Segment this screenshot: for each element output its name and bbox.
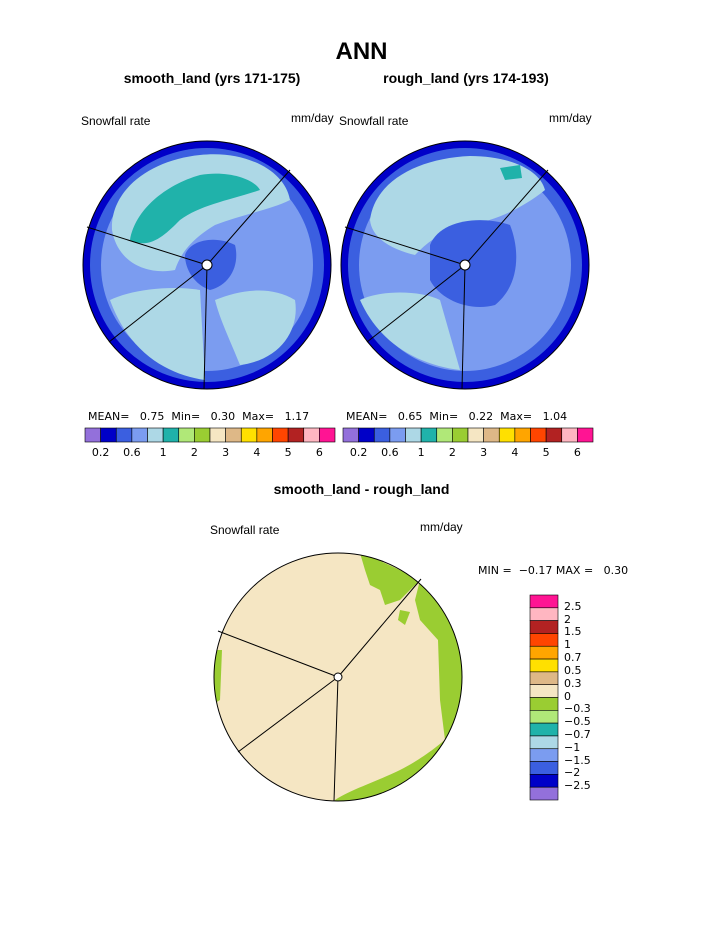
colorbar-right: [342, 427, 594, 443]
colorbar-vertical-tick-label: −2: [564, 766, 581, 780]
panel-left-title: smooth_land (yrs 171-175): [123, 70, 301, 86]
colorbar-vertical-swatch: [529, 671, 559, 685]
diff-min-label: MIN =: [478, 564, 512, 577]
diff-max-label: MAX =: [555, 564, 594, 577]
colorbar-right-tick-label: 0.6: [381, 446, 399, 459]
panel-right-variable-label: Snowfall rate: [339, 114, 409, 128]
colorbar-left-tick-label: 4: [253, 446, 261, 459]
colorbar-left-tick-label: 1: [159, 446, 167, 459]
colorbar-vertical-swatch: [529, 658, 559, 673]
panel-left-variable-label: Snowfall rate: [81, 114, 151, 128]
diff-variable-label: Snowfall rate: [210, 523, 280, 537]
max-value: 1.04: [542, 410, 568, 423]
colorbar-vertical-tick-label: 0: [564, 689, 571, 703]
colorbar-left-tick-label: 2: [190, 446, 198, 459]
colorbar-vertical-tick-label: 0.7: [564, 651, 582, 665]
colorbar-left-swatch: [319, 427, 336, 443]
colorbar-vertical-tick-label: 2.5: [564, 599, 582, 613]
min-label: Min=: [171, 410, 201, 423]
colorbar-vertical-tick-label: −1.5: [564, 753, 591, 767]
colorbar-right-labels: 0.2 0.6 1 2 3 4 5 6: [343, 446, 593, 460]
min-value: 0.22: [468, 410, 494, 423]
panel-right-stats: MEAN= 0.65 Min= 0.22 Max= 1.04: [346, 410, 567, 423]
colorbar-vertical: [529, 594, 559, 801]
colorbar-right-tick-label: 0.2: [349, 446, 368, 459]
colorbar-right-tick-label: 2: [448, 446, 456, 459]
colorbar-vertical-swatch: [529, 735, 559, 750]
colorbar-vertical-tick-label: 0.5: [564, 663, 582, 677]
colorbar-vertical-swatch: [529, 761, 559, 775]
colorbar-right-tick-label: 5: [542, 446, 550, 459]
colorbar-vertical-swatch: [529, 722, 559, 737]
colorbar-right-tick-label: 1: [417, 446, 425, 459]
colorbar-vertical-swatch: [529, 786, 559, 801]
colorbar-vertical-tick-label: −0.3: [564, 702, 591, 716]
colorbar-vertical-tick-label: 0.3: [564, 676, 582, 690]
diff-stats: MIN = −0.17 MAX = 0.30: [478, 564, 628, 577]
panel-right-title: rough_land (yrs 174-193): [383, 70, 549, 86]
panel-left-stats: MEAN= 0.75 Min= 0.30 Max= 1.17: [88, 410, 309, 423]
diff-min-value: −0.17: [518, 564, 553, 577]
colorbar-left-tick-label: 3: [222, 446, 230, 459]
page-title: ANN: [335, 38, 388, 65]
colorbar-right-swatch: [577, 427, 594, 443]
mean-value: 0.65: [397, 410, 423, 423]
min-label: Min=: [429, 410, 459, 423]
colorbar-vertical-swatch: [529, 594, 559, 609]
panel-left-units-label: mm/day: [291, 111, 334, 125]
colorbar-vertical-swatch: [529, 710, 559, 724]
colorbar-left-labels: 0.2 0.6 1 2 3 4 5 6: [85, 446, 335, 460]
colorbar-vertical-swatch: [529, 748, 559, 762]
colorbar-vertical-labels: 2.5 2 1.5 1 0.7 0.5 0.3 0 −0.3 −0.5 −0.7 −1 −1.5 −2 −2…: [564, 595, 624, 800]
colorbar-vertical-swatch: [529, 620, 559, 634]
colorbar-vertical-tick-label: 2: [564, 612, 571, 626]
diff-max-value: 0.30: [603, 564, 629, 577]
colorbar-vertical-swatch: [529, 774, 559, 788]
colorbar-vertical-tick-label: −1: [564, 740, 581, 754]
colorbar-vertical-tick-label: −2.5: [564, 779, 591, 793]
colorbar-left-tick-label: 0.6: [123, 446, 141, 459]
mean-value: 0.75: [139, 410, 165, 423]
colorbar-right-tick-label: 6: [573, 446, 581, 459]
colorbar-vertical-swatch: [529, 697, 559, 711]
max-value: 1.17: [284, 410, 310, 423]
diff-title: smooth_land - rough_land: [273, 481, 450, 497]
panel-right-units-label: mm/day: [549, 111, 592, 125]
colorbar-left-tick-label: 5: [284, 446, 292, 459]
colorbar-vertical-swatch: [529, 684, 559, 698]
diff-units-label: mm/day: [420, 520, 463, 534]
mean-label: MEAN=: [346, 410, 388, 423]
colorbar-vertical-swatch: [529, 607, 559, 621]
colorbar-left-tick-label: 6: [315, 446, 323, 459]
mean-label: MEAN=: [88, 410, 130, 423]
min-value: 0.30: [210, 410, 236, 423]
colorbar-vertical-tick-label: 1.5: [564, 625, 582, 639]
max-label: Max=: [500, 410, 533, 423]
colorbar-right-tick-label: 4: [511, 446, 519, 459]
colorbar-left: [84, 427, 336, 443]
colorbar-vertical-tick-label: −0.5: [564, 715, 591, 729]
colorbar-vertical-swatch: [529, 633, 559, 647]
colorbar-right-tick-label: 3: [480, 446, 488, 459]
colorbar-vertical-tick-label: 1: [564, 638, 571, 652]
max-label: Max=: [242, 410, 275, 423]
colorbar-left-tick-label: 0.2: [91, 446, 110, 459]
colorbar-vertical-swatch: [529, 645, 559, 660]
colorbar-vertical-tick-label: −0.7: [564, 727, 591, 741]
